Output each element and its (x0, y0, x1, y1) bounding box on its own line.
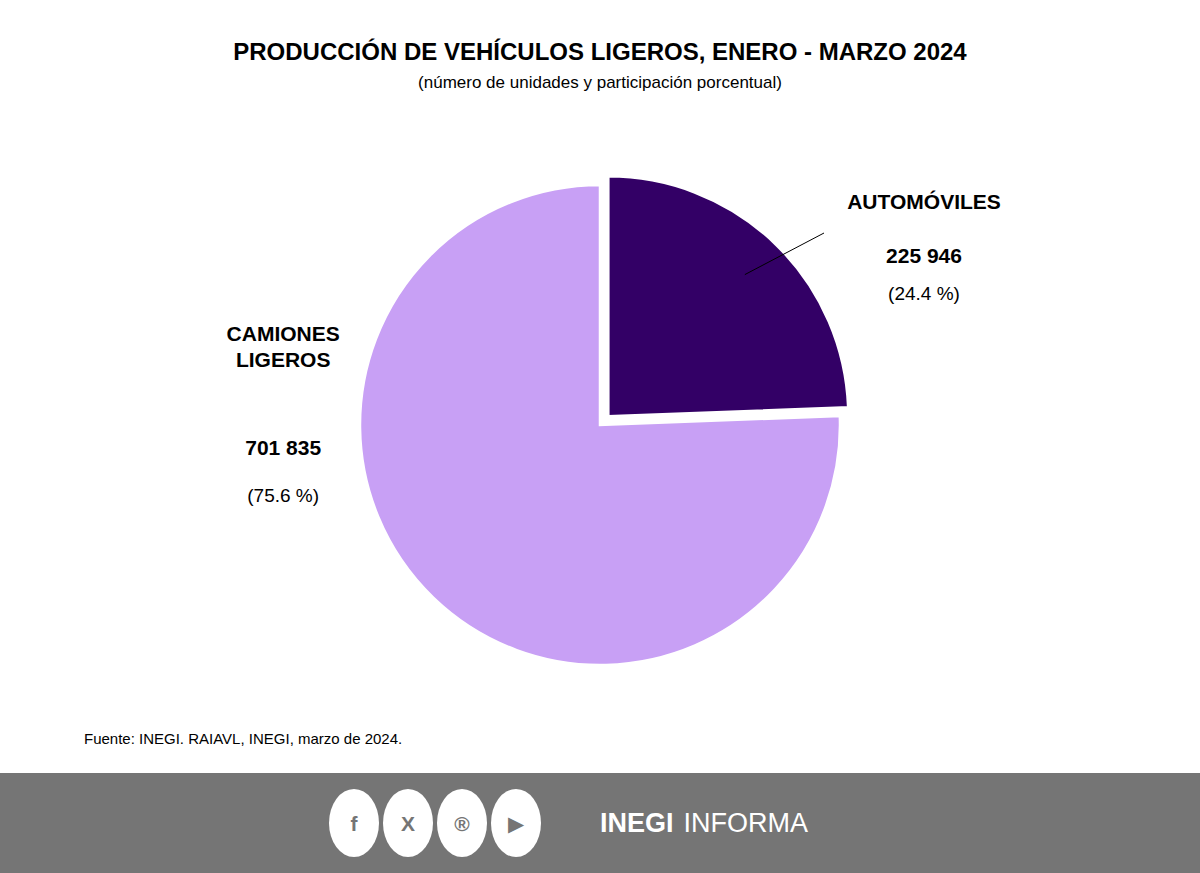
footer-icon-symbol: X (401, 812, 415, 835)
footer-brand: INFORMA (684, 808, 809, 838)
pie-slice (360, 185, 840, 665)
slice-label: AUTOMÓVILES (847, 190, 1001, 213)
slice-label: CAMIONESLIGEROS (227, 322, 340, 371)
footer-icon (329, 789, 379, 857)
count-label: 701 835 (245, 436, 321, 459)
footer-icon-symbol: f (351, 812, 359, 835)
count-label: 225 946 (886, 244, 962, 267)
footer-icon-symbol: ▶ (508, 812, 525, 835)
pie-slice (608, 176, 848, 416)
footer-icon (491, 789, 541, 857)
footer-icon (437, 789, 487, 857)
leader-line (745, 233, 824, 275)
data-label: (75.6 %) (247, 485, 319, 506)
chart: PRODUCCIÓN DE VEHÍCULOS LIGEROS, ENERO -… (0, 0, 1200, 873)
title: PRODUCCIÓN DE VEHÍCULOS LIGEROS, ENERO -… (233, 38, 967, 65)
pie (360, 176, 848, 665)
footer-icon (383, 789, 433, 857)
footer-bar (0, 773, 1200, 873)
labels: AUTOMÓVILES 225 946 (24.4 %) CAMIONESLIGERO… (227, 190, 1001, 506)
background (0, 0, 1200, 873)
footer-icon-symbol: ® (454, 812, 470, 835)
data-label: (24.4 %) (888, 283, 960, 304)
footer: f X ® ▶ INEGI INFORMA (0, 773, 1200, 873)
subtitle: (número de unidades y participación porc… (418, 73, 782, 92)
source: Fuente: INEGI. RAIAVL, INEGI, marzo de 2… (84, 730, 402, 747)
footer-brand: INEGI (600, 808, 674, 838)
